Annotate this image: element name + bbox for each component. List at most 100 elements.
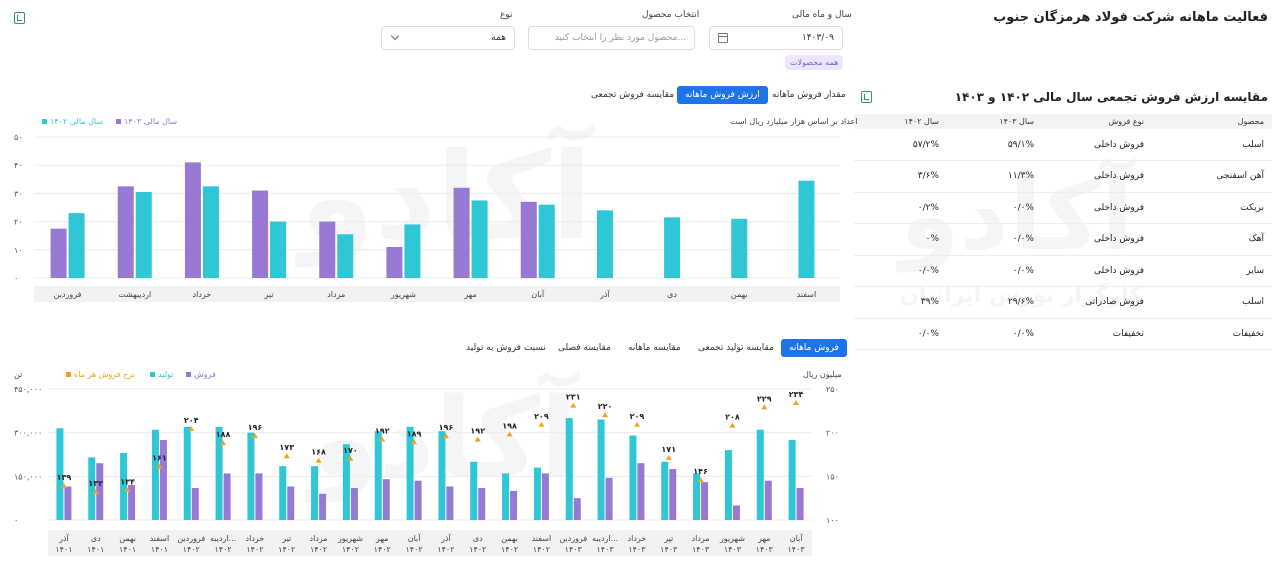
x-tick-month: خرداد [246, 534, 265, 543]
rate-marker [283, 453, 290, 459]
rate-label: ۱۶۸ [311, 448, 326, 457]
legend-swatch-purple [116, 119, 121, 124]
product-select[interactable]: محصول مورد نظر را انتخاب کنید... [528, 26, 695, 50]
cell-product: سایر [1152, 255, 1272, 287]
legend-sales-rate: نرخ فروش هر ماه [66, 370, 135, 379]
x-tick-month: بهمن [501, 534, 518, 543]
tab-monthly-sales-value[interactable]: ارزش فروش ماهانه [677, 86, 768, 104]
bar-1402 [731, 218, 748, 278]
x-tick-month: فروردین [559, 534, 587, 543]
cell-year-1402: ۰/۰% [854, 255, 947, 287]
year-month-label: سال و ماه مالی [792, 10, 852, 20]
x-tick-month: مرداد [310, 534, 328, 543]
rate-marker [729, 422, 736, 428]
x-tick-year: ۱۴۰۱ [151, 545, 168, 554]
table-row: بریکت فروش داخلی ۰/۰% ۰/۲% [854, 192, 1272, 224]
sales-bar [510, 490, 518, 520]
rate-marker [570, 402, 577, 408]
type-select[interactable]: همه [381, 26, 515, 50]
type-label: نوع [500, 10, 513, 20]
rate-marker [188, 426, 195, 432]
sales-bar [732, 505, 740, 520]
excel-export-icon[interactable] [14, 12, 25, 24]
table-excel-icon[interactable] [861, 91, 872, 103]
header-year-1403: سال ۱۴۰۳ [947, 114, 1042, 129]
production-bar [533, 467, 541, 520]
x-tick-label: اردیبهشت [118, 290, 151, 299]
sales-bar [541, 473, 549, 520]
all-products-chip[interactable]: همه محصولات [785, 55, 844, 70]
x-tick-label: تیر [264, 290, 274, 299]
legend-label: سال مالی ۱۴۰۲ [50, 117, 104, 126]
right-y-tick-label: ۱۰۰ [826, 516, 839, 525]
x-tick-month: دی [91, 534, 101, 543]
table-row: آهک فروش داخلی ۰/۰% ۰% [854, 223, 1272, 256]
legend-swatch-purple [186, 372, 191, 377]
x-tick-label: فروردین [54, 290, 82, 299]
left-y-tick-label: ۱۵۰,۰۰۰ [14, 472, 42, 481]
sales-bar [223, 473, 231, 520]
tab-monthly-comparison[interactable]: مقایسه ماهانه [628, 343, 681, 353]
year-month-field[interactable]: ۱۴۰۳/۰۹ [709, 26, 843, 50]
bar-1403 [453, 187, 470, 278]
tab-seasonal-comparison[interactable]: مقایسه فصلی [558, 343, 611, 353]
x-tick-year: ۱۴۰۲ [533, 545, 550, 554]
sales-bar [478, 487, 486, 520]
rate-marker [92, 489, 99, 495]
production-bar [247, 432, 255, 520]
production-bar [502, 473, 510, 520]
production-bar [470, 461, 478, 520]
production-bar [374, 431, 382, 520]
bar-1402 [337, 234, 354, 278]
page-title: فعالیت ماهانه شرکت فولاد هرمزگان جنوب [993, 10, 1268, 25]
rate-marker [347, 455, 354, 461]
production-bar [120, 453, 128, 520]
bottom-left-unit: تن [14, 370, 23, 379]
x-tick-month: اسفند [532, 534, 552, 543]
x-tick-year: ۱۴۰۲ [405, 545, 422, 554]
x-tick-year: ۱۴۰۲ [501, 545, 518, 554]
right-y-tick-label: ۱۵۰ [826, 472, 839, 481]
tab-cumulative-production[interactable]: مقایسه تولید تجمعی [698, 343, 774, 353]
sales-bar [701, 482, 709, 520]
rate-label: ۱۳۴ [120, 477, 135, 486]
rate-label: ۱۳۹ [57, 473, 72, 482]
sales-bar [414, 480, 422, 520]
rate-label: ۱۶۱ [152, 454, 167, 463]
left-y-tick-label: ۴۵۰,۰۰۰ [14, 385, 42, 394]
cell-year-1402: ۰/۰% [854, 318, 947, 350]
production-bar [151, 429, 159, 520]
left-y-tick-label: ۳۰۰,۰۰۰ [14, 429, 42, 438]
production-bar [756, 429, 764, 520]
bar-1403 [50, 228, 67, 278]
bar-1402 [664, 217, 681, 278]
sales-bar [796, 487, 804, 520]
cell-sale-type: فروش داخلی [1042, 192, 1152, 224]
production-bar [215, 426, 223, 520]
table-row: اسلب فروش صادراتی ۲۹/۶% ۳۹% [854, 286, 1272, 319]
sales-bar [637, 463, 645, 520]
cell-sale-type: فروش داخلی [1042, 129, 1152, 161]
cell-product: تخفیفات [1152, 318, 1272, 350]
tab-cumulative-sales-comparison[interactable]: مقایسه فروش تجمعی [591, 90, 675, 100]
legend-year-1402: سال مالی ۱۴۰۲ [42, 117, 103, 126]
rate-label: ۲۰۹ [534, 412, 549, 421]
cell-product: بریکت [1152, 192, 1272, 224]
x-tick-month: آبان [408, 533, 422, 543]
tab-monthly-sales-quantity[interactable]: مقدار فروش ماهانه [772, 90, 846, 100]
rate-marker [315, 457, 322, 463]
tab-sales-to-production[interactable]: نسبت فروش به تولید [466, 343, 546, 353]
production-bar [565, 418, 573, 520]
tab-monthly-sales[interactable]: فروش ماهانه [781, 339, 847, 357]
bar-1402 [798, 180, 815, 278]
production-bar [438, 431, 446, 520]
sales-bar [350, 487, 358, 520]
cell-product: آهک [1152, 223, 1272, 256]
header-year-1402: سال ۱۴۰۲ [854, 114, 947, 129]
chevron-down-icon [390, 31, 400, 41]
sales-bar [669, 469, 677, 520]
cell-product: اسلب [1152, 129, 1272, 161]
x-tick-year: ۱۴۰۲ [437, 545, 454, 554]
rate-marker [411, 439, 418, 445]
production-bar [661, 461, 669, 520]
